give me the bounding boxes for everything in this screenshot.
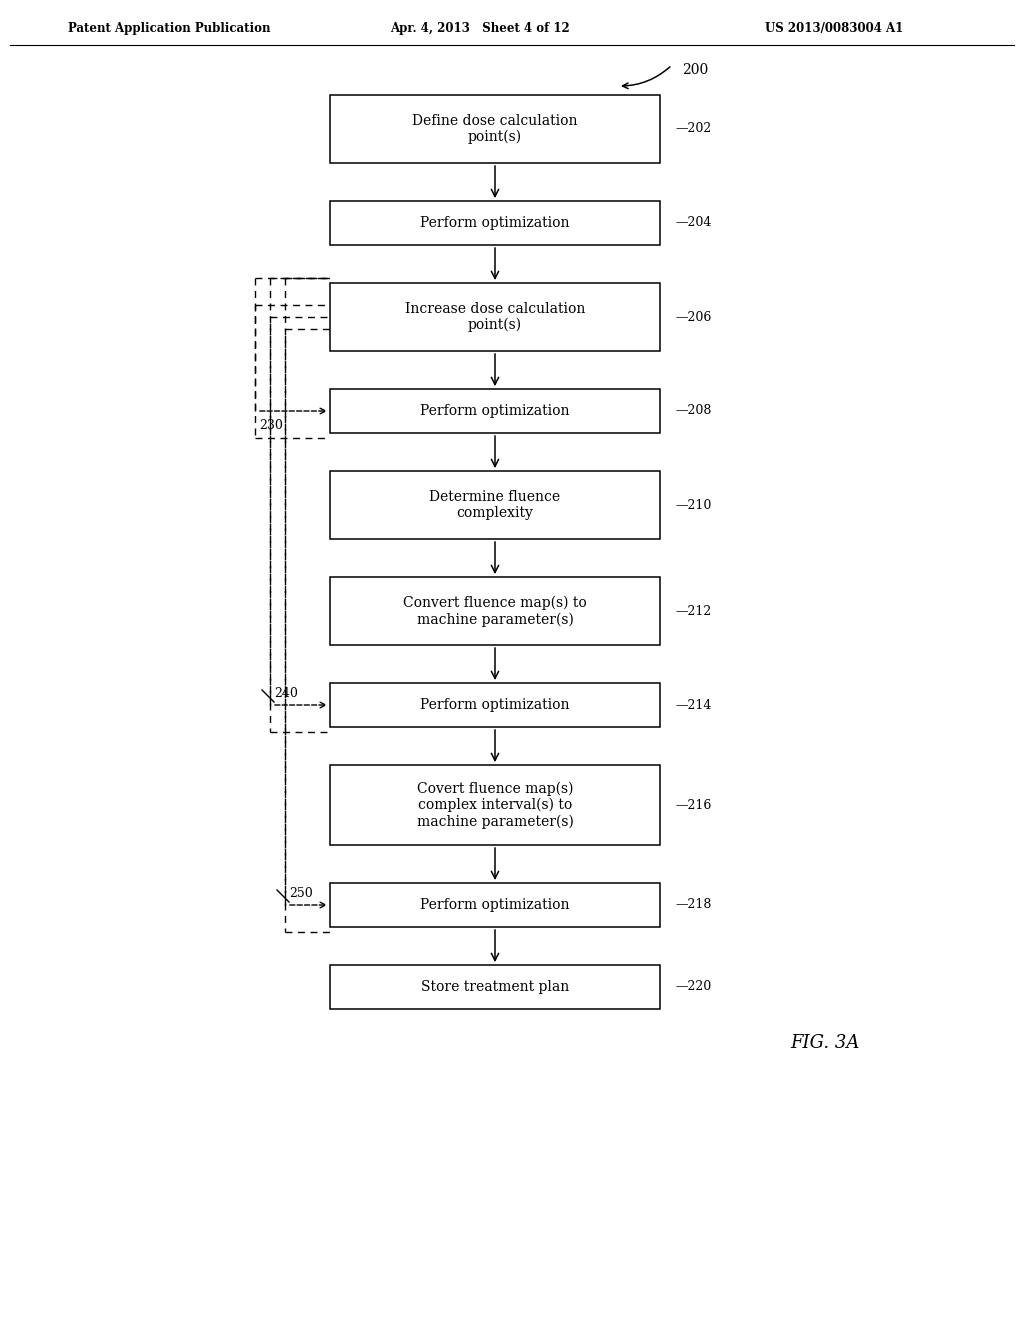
- Text: Store treatment plan: Store treatment plan: [421, 979, 569, 994]
- Text: Define dose calculation
point(s): Define dose calculation point(s): [413, 114, 578, 144]
- Text: —218: —218: [675, 899, 712, 912]
- Text: —208: —208: [675, 404, 712, 417]
- Text: Perform optimization: Perform optimization: [420, 404, 569, 418]
- Text: —202: —202: [675, 123, 712, 136]
- Text: Increase dose calculation
point(s): Increase dose calculation point(s): [404, 302, 585, 333]
- Text: —216: —216: [675, 799, 712, 812]
- Text: —214: —214: [675, 698, 712, 711]
- Text: Patent Application Publication: Patent Application Publication: [68, 22, 270, 36]
- Bar: [330, 766, 660, 845]
- Bar: [330, 471, 660, 539]
- Bar: [330, 682, 660, 727]
- Text: Determine fluence
complexity: Determine fluence complexity: [429, 490, 560, 520]
- Text: 240: 240: [274, 686, 298, 700]
- Text: US 2013/0083004 A1: US 2013/0083004 A1: [765, 22, 903, 36]
- Bar: [330, 883, 660, 927]
- Text: —212: —212: [675, 605, 712, 618]
- Bar: [330, 95, 660, 162]
- Text: —210: —210: [675, 499, 712, 512]
- Text: Convert fluence map(s) to
machine parameter(s): Convert fluence map(s) to machine parame…: [403, 595, 587, 627]
- Bar: [330, 282, 660, 351]
- Text: Perform optimization: Perform optimization: [420, 698, 569, 711]
- Text: —220: —220: [675, 981, 712, 994]
- Text: Perform optimization: Perform optimization: [420, 216, 569, 230]
- Text: FIG. 3A: FIG. 3A: [790, 1034, 859, 1052]
- Bar: [330, 577, 660, 645]
- Bar: [330, 201, 660, 246]
- Bar: [330, 389, 660, 433]
- Text: Covert fluence map(s)
complex interval(s) to
machine parameter(s): Covert fluence map(s) complex interval(s…: [417, 781, 573, 829]
- Text: Perform optimization: Perform optimization: [420, 898, 569, 912]
- Text: 230: 230: [259, 418, 283, 432]
- Text: —206: —206: [675, 310, 712, 323]
- Text: 250: 250: [289, 887, 312, 900]
- Text: Apr. 4, 2013   Sheet 4 of 12: Apr. 4, 2013 Sheet 4 of 12: [390, 22, 569, 36]
- Bar: [330, 965, 660, 1008]
- Text: —204: —204: [675, 216, 712, 230]
- Text: 200: 200: [682, 63, 709, 77]
